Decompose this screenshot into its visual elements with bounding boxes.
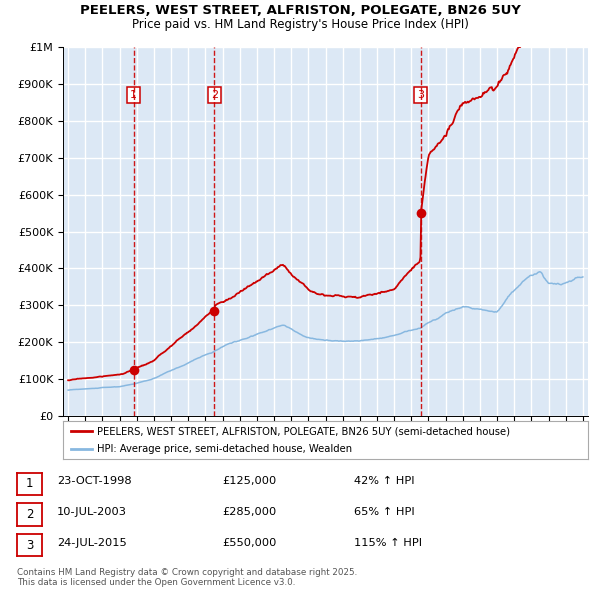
Text: 3: 3 <box>26 539 33 552</box>
Text: 65% ↑ HPI: 65% ↑ HPI <box>354 507 415 517</box>
Text: 3: 3 <box>417 90 424 100</box>
Text: Contains HM Land Registry data © Crown copyright and database right 2025.
This d: Contains HM Land Registry data © Crown c… <box>17 568 357 587</box>
Text: £125,000: £125,000 <box>222 477 276 487</box>
Text: 10-JUL-2003: 10-JUL-2003 <box>57 507 127 517</box>
Text: £550,000: £550,000 <box>222 538 277 548</box>
Text: PEELERS, WEST STREET, ALFRISTON, POLEGATE, BN26 5UY (semi-detached house): PEELERS, WEST STREET, ALFRISTON, POLEGAT… <box>97 426 510 436</box>
Text: 1: 1 <box>130 90 137 100</box>
Text: 24-JUL-2015: 24-JUL-2015 <box>57 538 127 548</box>
Text: HPI: Average price, semi-detached house, Wealden: HPI: Average price, semi-detached house,… <box>97 444 352 454</box>
Text: £285,000: £285,000 <box>222 507 276 517</box>
Text: 23-OCT-1998: 23-OCT-1998 <box>57 477 131 487</box>
Text: 2: 2 <box>26 508 33 521</box>
Text: PEELERS, WEST STREET, ALFRISTON, POLEGATE, BN26 5UY: PEELERS, WEST STREET, ALFRISTON, POLEGAT… <box>80 4 520 17</box>
Text: Price paid vs. HM Land Registry's House Price Index (HPI): Price paid vs. HM Land Registry's House … <box>131 18 469 31</box>
Text: 2: 2 <box>211 90 218 100</box>
Text: 42% ↑ HPI: 42% ↑ HPI <box>354 477 415 487</box>
Text: 115% ↑ HPI: 115% ↑ HPI <box>354 538 422 548</box>
Text: 1: 1 <box>26 477 33 490</box>
